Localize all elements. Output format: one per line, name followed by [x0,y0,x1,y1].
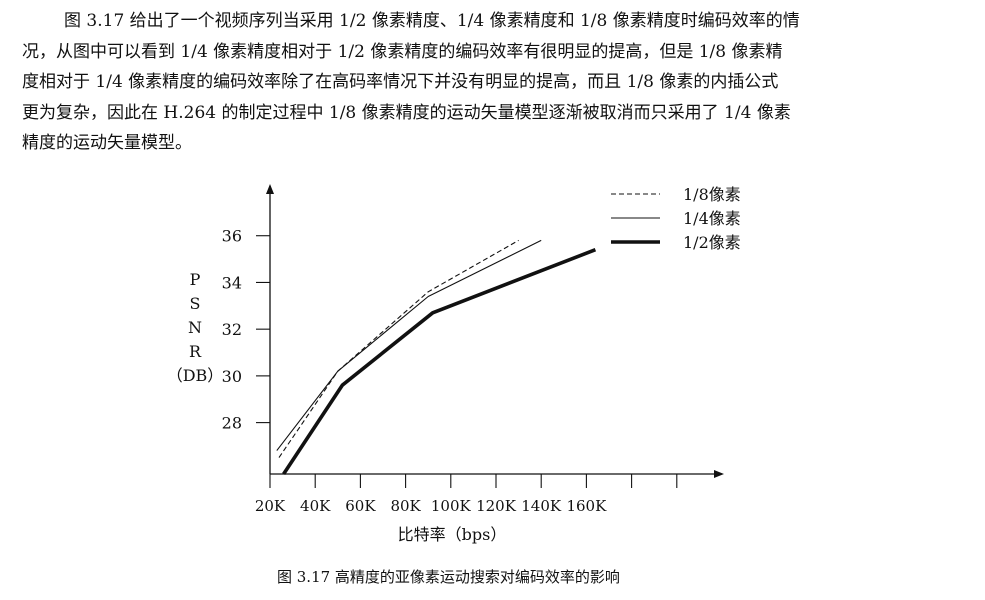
y-axis-label: S [190,294,201,313]
paragraph-line: 精度的运动矢量模型。 [22,133,192,153]
x-axis-label: 比特率（bps） [398,525,507,544]
legend-label: 1/8像素 [683,185,741,204]
x-tick-label: 60K [345,497,376,515]
y-tick-label: 32 [222,320,242,339]
y-axis-label: P [190,270,201,289]
x-tick-label: 140K [521,497,562,515]
paragraph-line: 更为复杂，因此在 H.264 的制定过程中 1/8 像素精度的运动矢量模型逐渐被… [22,102,791,123]
x-tick-label: 100K [431,497,472,515]
legend: 1/8像素 1/4像素 1/2像素 [611,185,741,252]
y-axis-label: N [188,318,202,337]
x-tick-label: 40K [300,497,331,515]
series-lines [276,239,597,475]
x-tick-label: 160K [566,497,607,515]
x-tick-label: 20K [255,497,286,515]
x-tick-label: 120K [476,497,517,515]
y-axis-label: （DB） [167,366,224,385]
series-line [276,239,542,451]
body-paragraph: 图 3.17 给出了一个视频序列当采用 1/2 像素精度、1/4 像素精度和 1… [22,6,957,159]
series-line [278,239,519,458]
legend-label: 1/2像素 [683,233,741,252]
y-axis-label: R [189,342,202,361]
series-line [282,248,597,475]
paragraph-line: 度相对于 1/4 像素精度的编码效率除了在高码率情况下并没有明显的提高，而且 1… [22,72,779,92]
y-tick-label: 34 [222,273,242,292]
x-tick-label: 80K [390,497,421,515]
legend-label: 1/4像素 [683,209,741,228]
axes [266,184,724,478]
paragraph-line: 况，从图中可以看到 1/4 像素精度相对于 1/2 像素精度的编码效率有很明显的… [22,41,783,62]
paragraph-line: 图 3.17 给出了一个视频序列当采用 1/2 像素精度、1/4 像素精度和 1… [64,11,800,31]
axis-ticks: 20K 40K 60K 80K 100K 120K 140K 160K 36 34 32 30 28 [222,227,678,515]
y-tick-label: 28 [222,414,242,433]
y-tick-label: 36 [222,227,242,246]
y-tick-label: 30 [222,367,242,386]
figure-caption-text: 图 3.17 高精度的亚像素运动搜索对编码效率的影响 [277,568,620,586]
